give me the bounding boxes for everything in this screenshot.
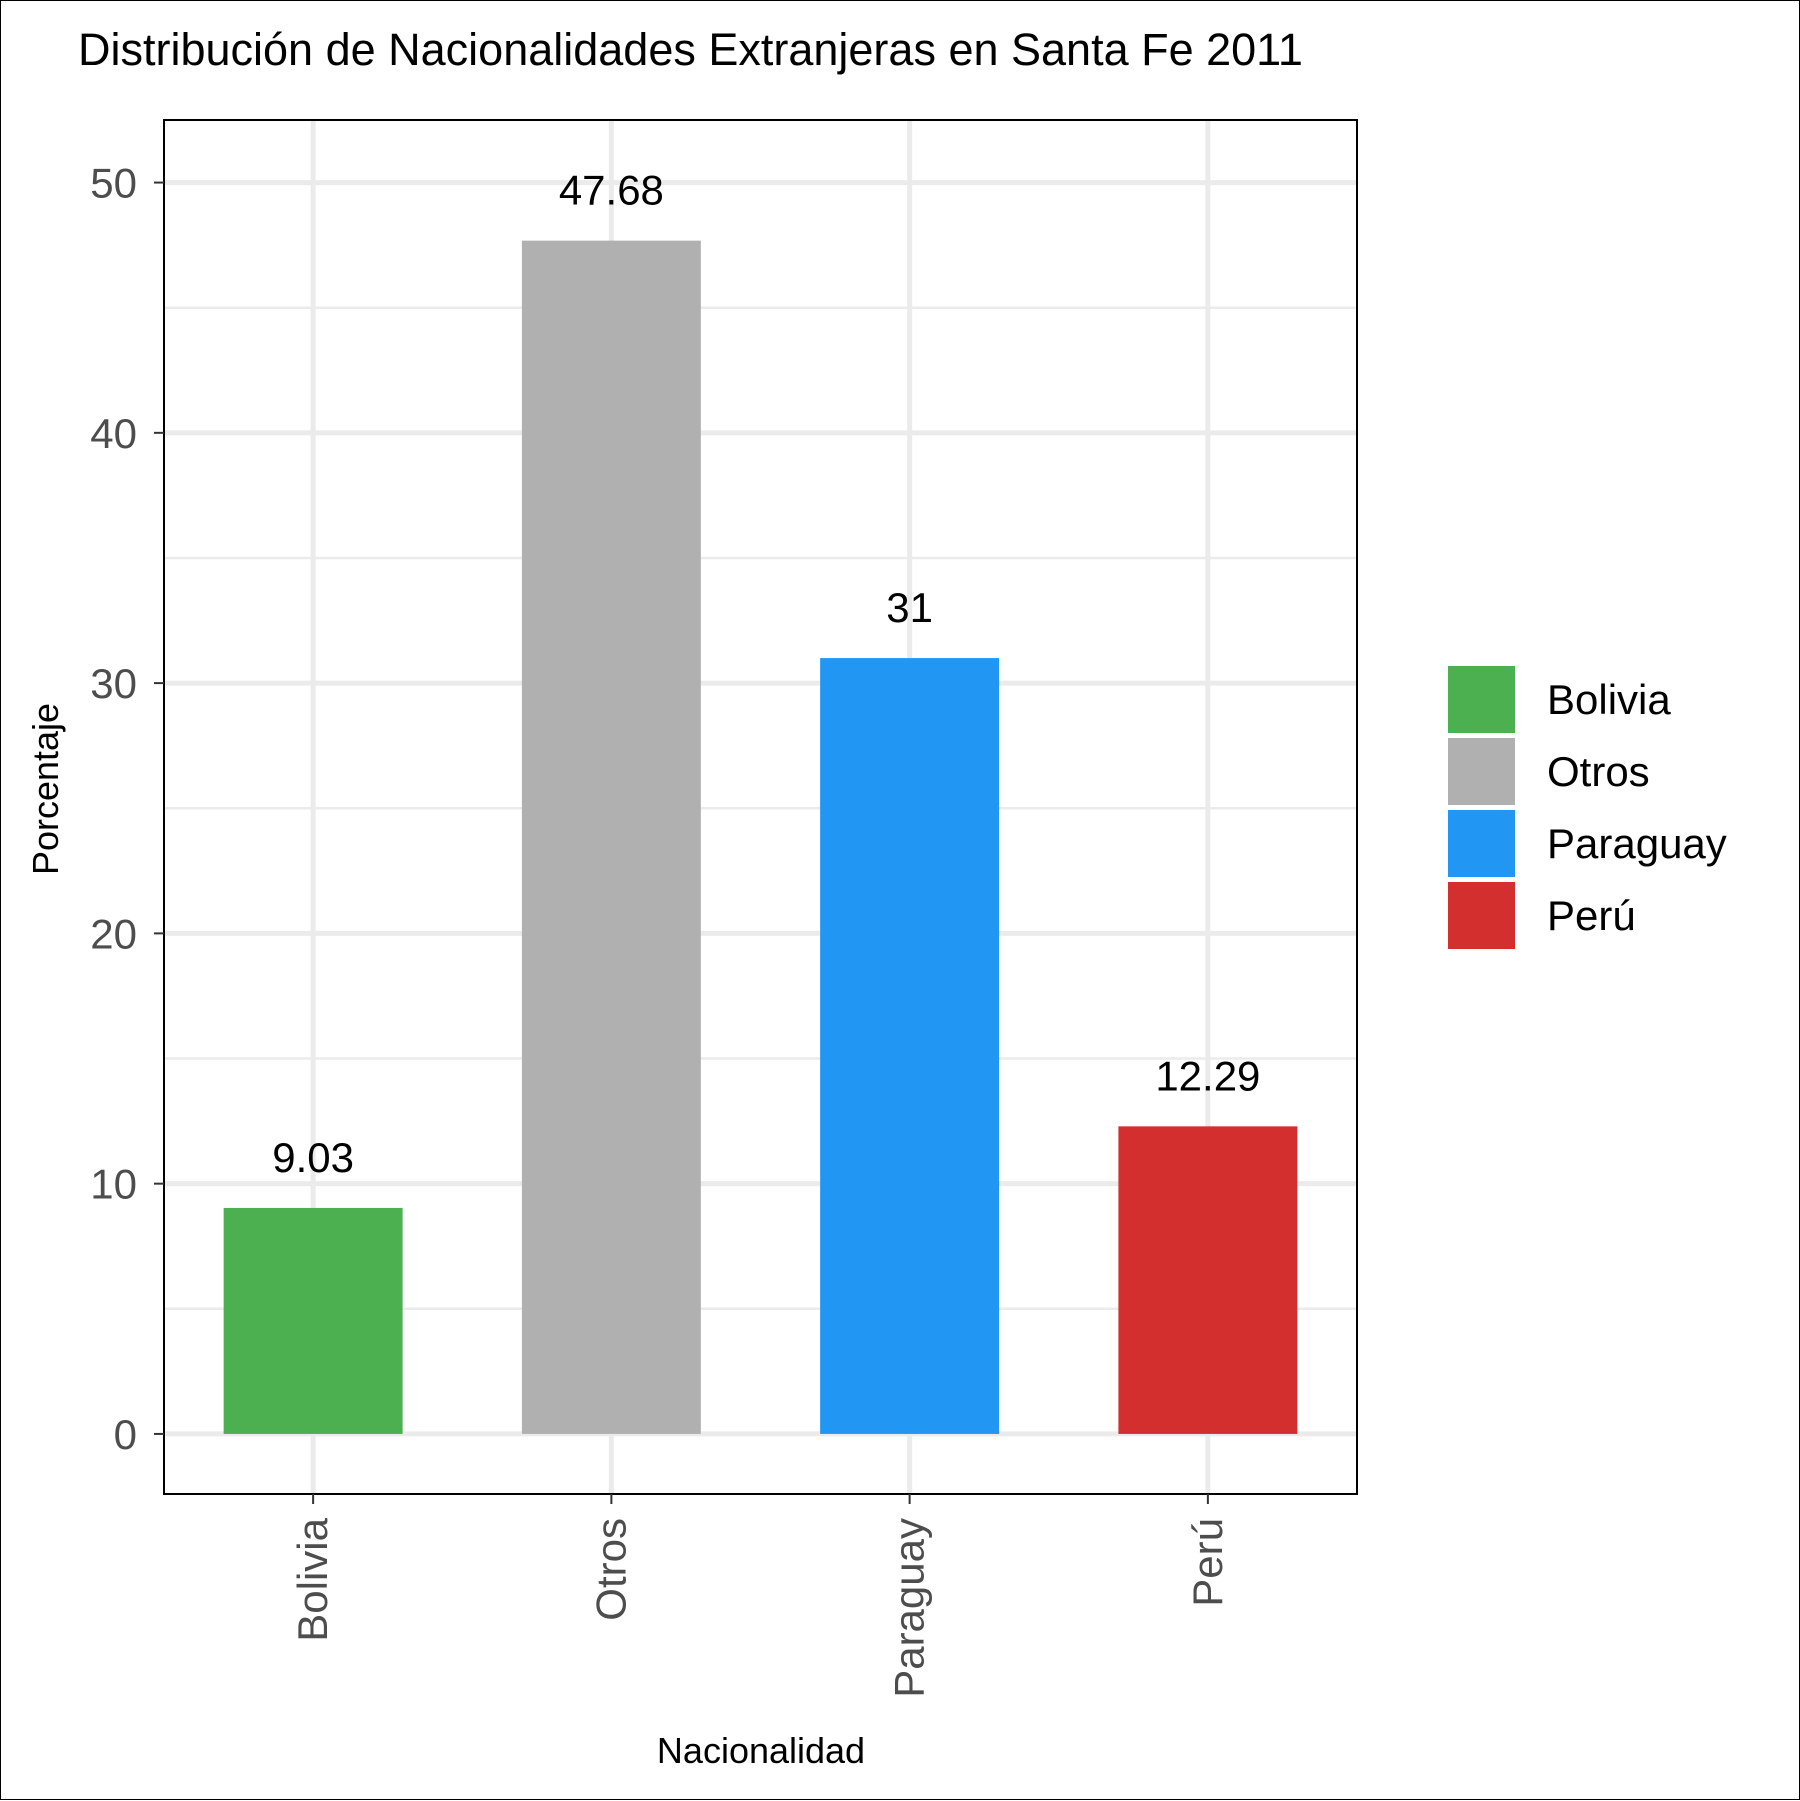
bar-otros bbox=[521, 240, 701, 1434]
data-label: 47.68 bbox=[559, 167, 664, 214]
legend-label: Bolivia bbox=[1547, 676, 1671, 723]
legend-key bbox=[1448, 738, 1515, 805]
data-label: 12.29 bbox=[1155, 1052, 1260, 1099]
y-axis: 0 10 20 30 40 50 bbox=[90, 160, 164, 1458]
legend: Bolivia Otros Paraguay Perú bbox=[1448, 666, 1727, 949]
legend-label: Otros bbox=[1547, 748, 1650, 795]
legend-key bbox=[1448, 666, 1515, 733]
bars bbox=[223, 240, 1298, 1434]
x-tick-label: Paraguay bbox=[886, 1518, 933, 1698]
data-labels: 9.03 47.68 31 12.29 bbox=[272, 167, 1260, 1181]
bar-perú bbox=[1118, 1126, 1298, 1434]
y-tick-label: 40 bbox=[90, 410, 137, 457]
y-tick-label: 30 bbox=[90, 660, 137, 707]
plot-panel-border bbox=[163, 119, 1358, 1495]
data-label: 9.03 bbox=[272, 1134, 354, 1181]
chart-title: Distribución de Nacionalidades Extranjer… bbox=[78, 24, 1303, 75]
x-axis-title: Nacionalidad bbox=[657, 1730, 865, 1771]
data-label: 31 bbox=[886, 584, 933, 631]
legend-label: Perú bbox=[1547, 892, 1636, 939]
x-tick-label: Perú bbox=[1184, 1518, 1231, 1607]
y-axis-title: Porcentaje bbox=[25, 703, 66, 875]
legend-key bbox=[1448, 810, 1515, 877]
x-axis: Bolivia Otros Paraguay Perú bbox=[289, 1494, 1231, 1698]
y-tick-label: 0 bbox=[114, 1411, 137, 1458]
y-tick-label: 20 bbox=[90, 910, 137, 957]
bar-paraguay bbox=[820, 658, 1000, 1434]
legend-key bbox=[1448, 882, 1515, 949]
legend-label: Paraguay bbox=[1547, 820, 1727, 867]
x-tick-label: Otros bbox=[587, 1518, 634, 1621]
y-tick-label: 50 bbox=[90, 160, 137, 207]
bar-bolivia bbox=[223, 1207, 403, 1434]
x-tick-label: Bolivia bbox=[289, 1517, 336, 1641]
y-tick-label: 10 bbox=[90, 1161, 137, 1208]
